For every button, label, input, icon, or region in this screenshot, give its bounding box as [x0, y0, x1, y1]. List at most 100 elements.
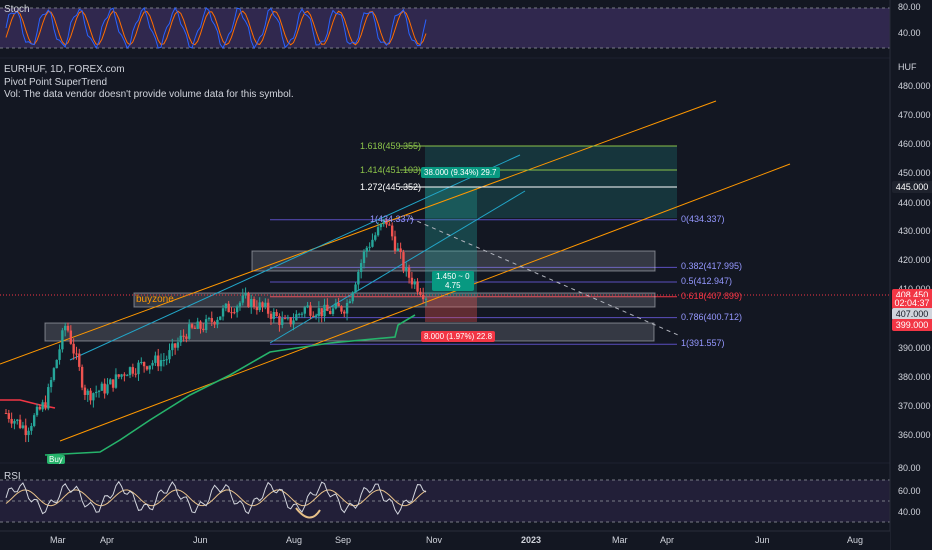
buyzone-label[interactable]: buyzone — [136, 294, 174, 305]
candlestick-series[interactable] — [4, 218, 428, 443]
candle-body — [278, 316, 281, 325]
candle-body — [365, 247, 369, 252]
price-tick: 460.000 — [898, 139, 931, 149]
candle-body — [230, 312, 233, 314]
candle-body — [157, 355, 160, 367]
candle-body — [202, 328, 205, 331]
risk-reward-line-2: 4.75 — [445, 281, 461, 290]
time-axis[interactable] — [0, 531, 890, 550]
candle-body — [117, 374, 120, 377]
candle-body — [111, 379, 115, 388]
stoch-k-line — [5, 6, 427, 50]
candle-body — [188, 324, 191, 339]
price-tag[interactable]: 445.000 — [892, 181, 932, 193]
candle-body — [410, 277, 414, 285]
channel-upper-line[interactable] — [0, 100, 717, 365]
fib-level-label: 0.5(412.947) — [681, 276, 733, 286]
candle-body — [357, 271, 360, 285]
candle-body — [109, 379, 112, 385]
candle-body — [224, 303, 228, 309]
candle-body — [204, 319, 208, 331]
candle-body — [216, 319, 219, 325]
candle-body — [382, 219, 385, 224]
candle-body — [171, 343, 174, 351]
target-label[interactable]: 38.000 (9.34%) 29.7 — [421, 167, 500, 178]
candle-body — [4, 413, 8, 415]
support-zone[interactable] — [44, 322, 655, 342]
stoch-d-line — [5, 10, 427, 46]
candle-body — [72, 343, 75, 354]
symbol-title[interactable]: EURHUF, 1D, FOREX.com — [4, 64, 125, 75]
price-tick: 370.000 — [898, 401, 931, 411]
candle-body — [86, 390, 89, 395]
candle-body — [134, 373, 137, 375]
risk-reward-label[interactable]: 1.450 ~ 0 4.75 — [432, 271, 474, 291]
candle-body — [233, 312, 236, 314]
supertrend-buy-label: Buy — [47, 455, 65, 464]
price-tick: 420.000 — [898, 255, 931, 265]
candle-body — [95, 391, 98, 394]
candle-body — [10, 418, 13, 424]
channel-mid-lower[interactable] — [269, 190, 526, 344]
candle-body — [419, 291, 422, 295]
candle-body — [219, 316, 222, 320]
candle-body — [328, 310, 332, 314]
rsi-tick-60: 60.00 — [898, 486, 921, 496]
fib-level-label: 0.618(407.899) — [681, 290, 743, 301]
candle-body — [312, 315, 315, 317]
time-axis-label: Aug — [847, 535, 864, 545]
supertrend-indicator-label[interactable]: Pivot Point SuperTrend — [4, 77, 108, 88]
candle-body — [89, 390, 92, 401]
price-axis[interactable] — [890, 0, 932, 550]
candle-body — [159, 360, 163, 367]
price-tick: 480.000 — [898, 81, 931, 91]
projection-dashed-line[interactable] — [409, 217, 679, 336]
candle-body — [221, 308, 225, 317]
time-axis-label: Jun — [193, 535, 208, 545]
candle-body — [407, 267, 411, 278]
candle-body — [252, 299, 256, 307]
target-zone[interactable] — [425, 146, 677, 218]
candle-body — [269, 313, 273, 319]
price-tag[interactable]: 407.000 — [892, 308, 932, 320]
candle-body — [38, 406, 42, 410]
candle-body — [345, 302, 349, 314]
candle-body — [16, 419, 19, 421]
candle-body — [193, 327, 197, 329]
candle-body — [106, 384, 109, 394]
channel-mid-upper[interactable] — [69, 154, 521, 361]
candle-body — [83, 387, 87, 395]
rsi-tick-40: 40.00 — [898, 507, 921, 517]
stoch-panel[interactable] — [0, 6, 890, 50]
rsi-panel[interactable] — [0, 479, 890, 523]
volume-indicator-label[interactable]: Vol: The data vendor doesn't provide vol… — [4, 89, 294, 100]
candle-body — [176, 342, 180, 348]
candle-body — [241, 295, 244, 303]
price-tag[interactable]: 399.000 — [892, 319, 932, 331]
candle-body — [179, 335, 182, 343]
candle-body — [303, 307, 306, 314]
price-tick: 390.000 — [898, 343, 931, 353]
candle-body — [371, 239, 374, 247]
price-tick: 470.000 — [898, 110, 931, 120]
stop-zone[interactable] — [425, 297, 477, 322]
candle-body — [66, 325, 70, 331]
candle-body — [238, 302, 242, 307]
candle-body — [213, 321, 216, 325]
candle-body — [283, 318, 287, 320]
candle-body — [55, 359, 58, 369]
candle-body — [97, 390, 101, 392]
candle-body — [128, 367, 132, 376]
candle-body — [126, 375, 129, 377]
channel-lower-line[interactable] — [59, 163, 791, 442]
candle-body — [405, 267, 408, 271]
candle-body — [255, 306, 259, 311]
stop-label[interactable]: 8.000 (1.97%) 22.8 — [421, 331, 496, 342]
candle-body — [24, 425, 27, 436]
candle-body — [258, 302, 261, 311]
fib-ext-label-1414: 1.414(451.103) — [360, 165, 422, 175]
candle-body — [154, 355, 157, 363]
price-tag[interactable]: 02:04:37 — [892, 297, 932, 309]
